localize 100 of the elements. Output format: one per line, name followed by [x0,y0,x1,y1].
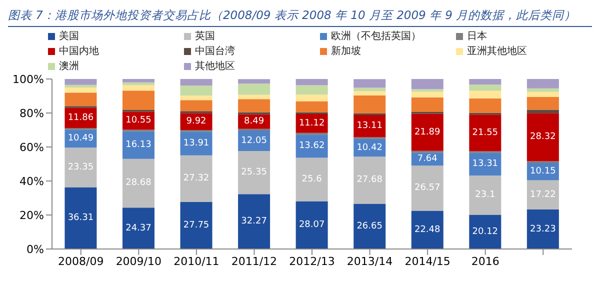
bar [526,88,559,92]
y-tick-label: 80% [20,106,44,120]
bar [469,152,502,176]
bar [354,79,386,88]
data-label: 11.12 [298,118,325,128]
data-label: 25.6 [302,174,322,185]
bar [238,79,270,84]
data-label: 28.68 [126,178,152,188]
bar [354,114,386,138]
y-tick-label: 20% [20,208,44,222]
legend-label: 亚洲其他地区 [467,44,527,58]
data-label: 27.32 [183,174,210,184]
data-label: 32.27 [241,216,267,227]
bar [411,92,444,98]
legend-label: 其他地区 [195,60,235,73]
x-tick-label: 2010/11 [174,254,220,268]
legend-label: 新加坡 [331,44,361,58]
legend-label: 中国台湾 [195,44,235,58]
bar [354,91,386,96]
y-tick-label: 40% [20,174,44,188]
data-label: 13.31 [472,159,498,170]
bar [296,79,328,86]
bar [526,96,559,110]
bar [180,100,212,112]
bar [354,88,386,92]
bar [238,84,270,95]
bar [122,79,154,82]
bar [411,97,444,112]
bar [238,194,270,249]
bar [469,114,502,152]
data-label: 11.86 [68,112,94,123]
bar [64,148,97,188]
bar [296,158,328,202]
bar [180,96,212,100]
legend-label: 美国 [59,30,79,43]
bar [64,92,97,106]
x-tick-label: 2016 [471,254,500,268]
x-tick-label: 2014/15 [404,254,450,268]
bar [354,204,386,249]
bar [411,210,444,249]
bar [469,176,502,215]
data-label: 36.31 [68,213,94,224]
y-tick-label: 0% [26,242,44,256]
bar [180,202,212,249]
data-label: 10.55 [126,116,152,126]
bar [180,132,212,156]
bar [122,208,154,249]
bar [296,201,328,249]
bar [180,86,212,96]
data-label: 13.91 [183,138,210,149]
bar [469,90,502,98]
bar [296,101,328,112]
x-tick-label: 2012/13 [289,254,335,268]
legend-label: 中国内地 [59,44,99,58]
bar [296,114,328,133]
data-label: 22.48 [414,224,441,235]
bar [526,110,559,114]
data-label: 23.1 [475,190,496,200]
x-tick-label: 2008/09 [58,254,104,268]
bar [64,87,97,93]
bar [469,98,502,113]
x-tick-label: 2011/12 [231,254,278,268]
bar [238,94,270,100]
data-label: 16.13 [126,140,152,150]
data-label: 9.92 [186,116,206,127]
bar [64,84,97,88]
data-label: 13.11 [356,121,382,132]
bar [296,85,328,95]
data-label: 21.89 [414,127,441,138]
bar [238,99,270,112]
bar [469,214,502,249]
data-label: 28.32 [530,132,556,142]
data-label: 7.64 [417,154,438,164]
bar [64,79,97,85]
data-label: 28.07 [298,220,325,230]
data-label: 10.15 [530,166,556,177]
bar [180,79,212,86]
bar [526,210,559,249]
bar [469,79,502,85]
data-label: 23.35 [68,162,94,172]
data-label: 27.68 [356,175,383,186]
data-label: 8.49 [244,116,264,127]
x-tick-label: 2009/10 [116,254,162,268]
legend-label: 欧洲（不包括英国） [331,30,421,43]
bar [526,113,559,162]
data-label: 17.22 [530,190,556,200]
data-label: 13.62 [298,141,325,152]
data-label: 26.57 [414,183,440,194]
data-label: 25.35 [241,168,267,178]
legend-label: 澳洲 [59,60,79,73]
bar [238,151,270,194]
chart-title: 图表 7：港股市场外地投资者交易占比（2008/09 表示 2008 年 10 月至 2009 年 9 月的数据，此后类同） [8,8,592,27]
data-label: 23.23 [530,224,556,234]
legend-label: 英国 [195,30,215,43]
bar [122,158,154,208]
bar [354,95,386,114]
bar [411,114,444,151]
bar [296,134,328,158]
data-label: 10.42 [356,142,382,153]
bar [526,92,559,97]
